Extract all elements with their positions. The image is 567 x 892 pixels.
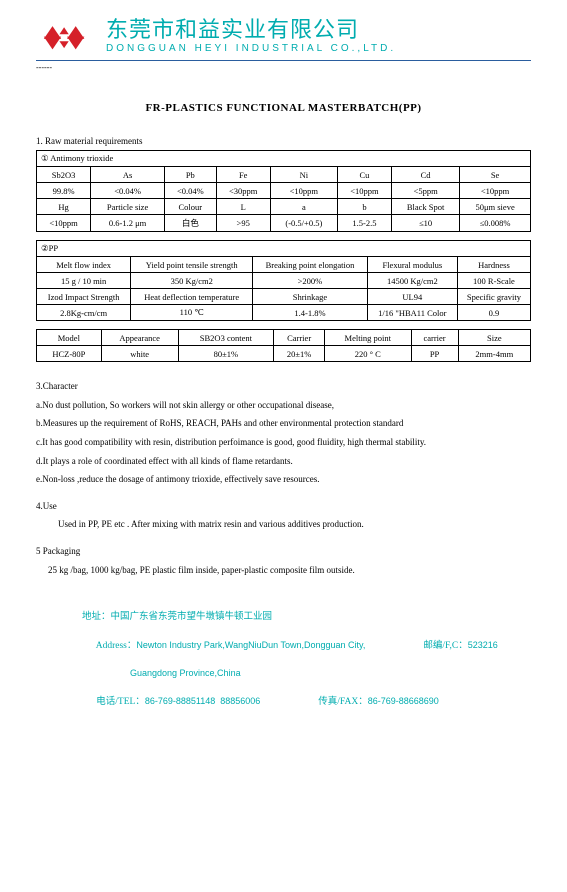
logo [36,14,98,58]
table-row: Melt flow indexYield point tensile stren… [37,257,531,273]
table-row: Izod Impact StrengthHeat deflection temp… [37,289,531,305]
use-text: Used in PP, PE etc . After mixing with m… [36,516,531,533]
table-row: 15 g / 10 min350 Kg/cm2>200%14500 Kg/cm2… [37,273,531,289]
char-d: d.It plays a role of coordinated effect … [36,453,531,470]
footer-address-en: Address：Newton Industry Park,WangNiuDun … [82,625,531,668]
char-e: e.Non-loss ,reduce the dosage of antimon… [36,471,531,488]
table-row: 2.8Kg-cm/cm110 ℃1.4-1.8%1/16 "HBA11 Colo… [37,305,531,321]
section-5-head: 5 Packaging [36,543,531,560]
page-title: FR-PLASTICS FUNCTIONAL MASTERBATCH(PP) [36,102,531,114]
footer-tel: 电话/TEL：86-769-88851148 88856006传真/FAX：86… [82,681,531,724]
char-b: b.Measures up the requirement of RoHS, R… [36,415,531,432]
dashes: ------ [36,63,531,72]
table-row: ModelAppearanceSB2O3 contentCarrierMelti… [37,330,531,346]
header-rule [36,60,531,61]
table-model: ModelAppearanceSB2O3 contentCarrierMelti… [36,329,531,362]
pack-text: 25 kg /bag, 1000 kg/bag, PE plastic film… [36,562,531,579]
company-name-en: DONGGUAN HEYI INDUSTRIAL CO.,LTD. [106,43,396,54]
section-3-head: 3.Character [36,378,531,395]
footer-address-en2: Guangdong Province,China [82,667,531,681]
company-name-cn: 东莞市和益实业有限公司 [106,19,396,41]
table-caption: ① Antimony trioxide [37,151,531,167]
char-c: c.It has good compatibility with resin, … [36,434,531,451]
table-row: HgParticle sizeColourLabBlack Spot50μm s… [37,199,531,215]
section-1-head: 1. Raw material requirements [36,136,531,146]
table-row: <10ppm0.6-1.2 μm白色>95(-0.5/+0.5)1.5-2.5≤… [37,215,531,232]
char-a: a.No dust pollution, So workers will not… [36,397,531,414]
table-antimony: ① Antimony trioxide Sb2O3AsPbFeNiCuCdSe … [36,150,531,232]
table-caption: ②PP [37,241,531,257]
table-row: 99.8%<0.04%<0.04%<30ppm<10ppm<10ppm<5ppm… [37,183,531,199]
header: 东莞市和益实业有限公司 DONGGUAN HEYI INDUSTRIAL CO.… [36,14,531,58]
footer-address-cn: 地址：中国广东省东莞市望牛墩镇牛顿工业园 [82,610,531,624]
section-4-head: 4.Use [36,498,531,515]
table-pp: ②PP Melt flow indexYield point tensile s… [36,240,531,321]
table-row: Sb2O3AsPbFeNiCuCdSe [37,167,531,183]
footer: 地址：中国广东省东莞市望牛墩镇牛顿工业园 Address：Newton Indu… [36,610,531,723]
table-row: HCZ-80Pwhite80±1%20±1%220 ° CPP2mm-4mm [37,346,531,362]
